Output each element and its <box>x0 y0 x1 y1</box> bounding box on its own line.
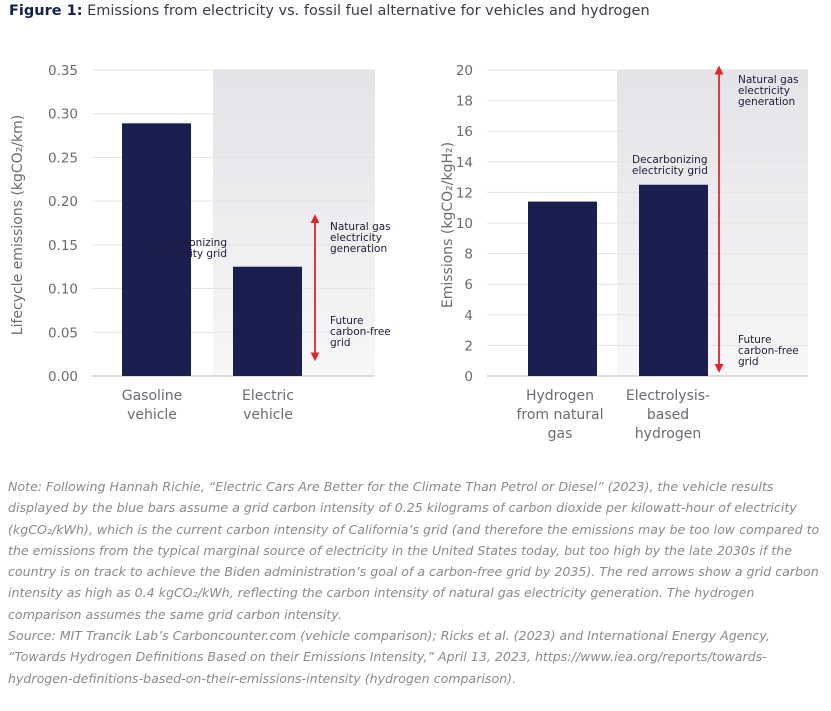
category-label: Hydrogen from natural gas <box>516 388 603 442</box>
figure-title: Figure 1: Emissions from electricity vs.… <box>9 3 650 19</box>
annotation: Future carbon-free grid <box>738 334 799 368</box>
annotation-line: carbon-free <box>330 326 391 338</box>
bar <box>122 123 191 377</box>
annotation-line: grid <box>738 356 759 368</box>
y-tick-label: 0.15 <box>48 238 78 254</box>
annotation-line: electricity grid <box>632 165 708 177</box>
y-tick-label: 0.05 <box>48 325 78 341</box>
y-tick-label: 0.25 <box>48 150 78 166</box>
y-tick-label: 2 <box>464 338 473 354</box>
y-tick-label: 0 <box>464 369 473 385</box>
y-tick-label: 8 <box>464 247 473 263</box>
y-tick-label: 12 <box>456 185 473 201</box>
charts-canvas: 0.00 0.05 0.10 0.15 0.20 0.25 0.30 0.35 Gasoline… <box>10 63 808 442</box>
bar <box>639 184 708 376</box>
category-label-line: Electrolysis- <box>626 388 710 404</box>
y-axis-title: Emissions (kgCO₂/kgH₂) <box>440 142 456 308</box>
category-label-line: hydrogen <box>635 426 701 442</box>
category-label-line: gas <box>548 426 573 442</box>
annotation: Future carbon-free grid <box>330 315 391 349</box>
category-label-line: Gasoline <box>122 388 183 404</box>
source-paragraph: Source: MIT Trancik Lab’s Carboncounter.… <box>8 628 770 686</box>
y-tick-label: 20 <box>456 63 473 79</box>
annotation: Decarbonizing electricity grid <box>151 237 227 260</box>
category-label: Electric vehicle <box>242 388 294 423</box>
y-tick-label: 4 <box>464 308 473 324</box>
y-tick-label: 6 <box>464 277 473 293</box>
category-label-line: vehicle <box>243 407 293 423</box>
note-paragraph: Note: Following Hannah Richie, “Electric… <box>8 479 820 622</box>
figure-label: Figure 1: <box>9 3 83 19</box>
category-label-line: from natural <box>516 407 603 423</box>
category-label: Gasoline vehicle <box>122 388 183 423</box>
annotation: Decarbonizing electricity grid <box>632 154 708 177</box>
annotation: Natural gas electricity generation <box>330 221 391 255</box>
annotation-line: electricity <box>738 85 790 97</box>
y-tick-label: 16 <box>456 124 473 140</box>
y-tick-label: 10 <box>456 216 473 232</box>
annotation-line: Future <box>330 315 363 327</box>
annotation-line: Natural gas <box>330 221 391 233</box>
y-tick-label: 0.30 <box>48 107 78 123</box>
y-tick-label: 0.35 <box>48 63 78 79</box>
vehicle-emissions-chart: 0.00 0.05 0.10 0.15 0.20 0.25 0.30 0.35 Gasoline… <box>10 63 391 423</box>
y-tick-label: 14 <box>456 155 473 171</box>
annotation-line: Future <box>738 334 771 346</box>
annotation-line: generation <box>738 96 795 108</box>
y-tick-label: 18 <box>456 94 473 110</box>
annotation-line: Natural gas <box>738 74 799 86</box>
annotation-line: Decarbonizing <box>632 154 707 166</box>
category-label: Electrolysis-based hydrogen <box>626 388 710 442</box>
y-tick-label: 0.10 <box>48 282 78 298</box>
category-label-line: vehicle <box>127 407 177 423</box>
annotation-line: grid <box>330 337 351 349</box>
annotation-line: carbon-free <box>738 345 799 357</box>
annotation-line: Decarbonizing <box>152 237 227 249</box>
category-label-line: Hydrogen <box>526 388 594 404</box>
y-tick-label: 0.20 <box>48 194 78 210</box>
hydrogen-emissions-chart: 0 2 4 6 8 10 12 14 16 18 20 Hydrogen from natural gas… <box>440 63 808 442</box>
y-tick-label: 0.00 <box>48 369 78 385</box>
bar <box>528 201 597 376</box>
annotation-line: electricity <box>330 232 382 244</box>
category-label-line: Electric <box>242 388 294 404</box>
annotation-line: generation <box>330 243 387 255</box>
bar <box>233 266 302 376</box>
annotation: Natural gas electricity generation <box>738 74 799 108</box>
category-label-line: based <box>647 407 689 423</box>
figure-notes: Note: Following Hannah Richie, “Electric… <box>8 476 826 689</box>
annotation-line: electricity grid <box>151 248 227 260</box>
y-axis-title: Lifecycle emissions (kgCO₂/km) <box>10 115 26 335</box>
figure-title-text: Emissions from electricity vs. fossil fu… <box>87 3 650 19</box>
